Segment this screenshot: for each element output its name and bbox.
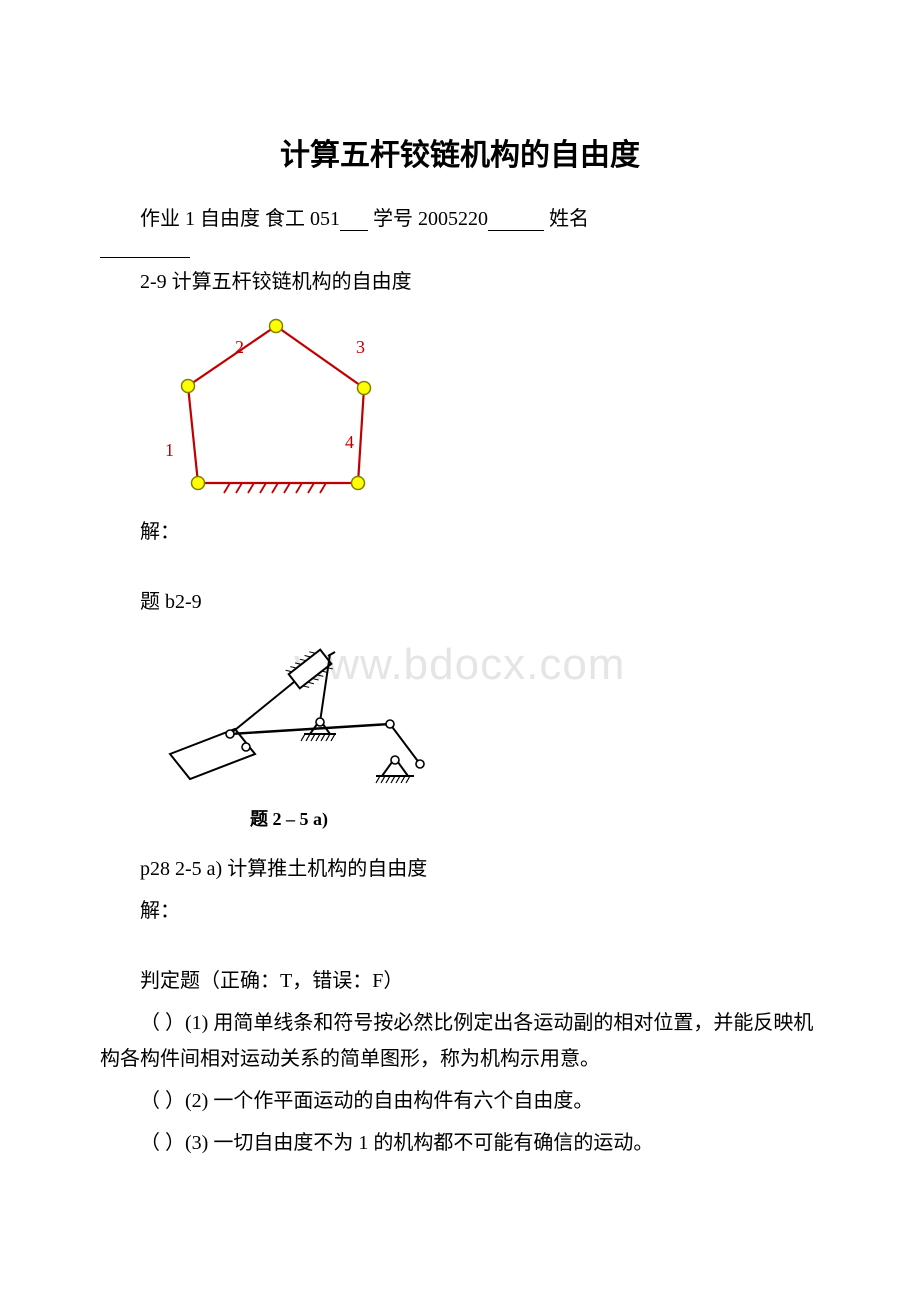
q25-answer-label: 解：: [100, 893, 820, 929]
page-content: 计算五杆铰链机构的自由度 作业 1 自由度 食工 051 学号 2005220 …: [100, 130, 820, 1161]
blank-id: [488, 230, 544, 231]
q29-label: 2-9 计算五杆铰链机构的自由度: [100, 264, 820, 300]
svg-text:1: 1: [165, 440, 174, 460]
tf-item-2: （ ）(2) 一个作平面运动的自由构件有六个自由度。: [100, 1083, 820, 1119]
tf-item-3: （ ）(3) 一切自由度不为 1 的机构都不可能有确信的运动。: [100, 1125, 820, 1161]
header-suffix: 姓名: [544, 208, 589, 230]
svg-text:4: 4: [345, 432, 354, 452]
assignment-header-line2: [100, 235, 820, 258]
page-title: 计算五杆铰链机构的自由度: [100, 130, 820, 174]
assignment-header: 作业 1 自由度 食工 051 学号 2005220 姓名: [100, 202, 820, 231]
mechanism-svg: [160, 634, 460, 794]
svg-text:3: 3: [356, 337, 365, 357]
header-prefix: 作业 1 自由度 食工 051: [140, 208, 340, 230]
blank-name: [100, 257, 190, 258]
blank-class: [340, 230, 368, 231]
pentagon-svg: 1 2 3 4: [140, 308, 430, 503]
q29-ref: 题 b2-9: [100, 584, 820, 620]
header-mid: 学号 2005220: [368, 208, 488, 230]
tf-item-1: （ ）(1) 用简单线条和符号按必然比例定出各运动副的相对位置，并能反映机构各构…: [100, 1005, 820, 1077]
mechanism-caption: 题 2 – 5 a): [250, 805, 820, 831]
mechanism-figure: [160, 634, 820, 799]
svg-text:2: 2: [235, 337, 244, 357]
q29-answer-label: 解：: [100, 514, 820, 550]
q25-label: p28 2-5 a) 计算推土机构的自由度: [100, 851, 820, 887]
tf-heading: 判定题（正确：T，错误：F）: [100, 963, 820, 999]
pentagon-figure: 1 2 3 4: [140, 308, 820, 508]
